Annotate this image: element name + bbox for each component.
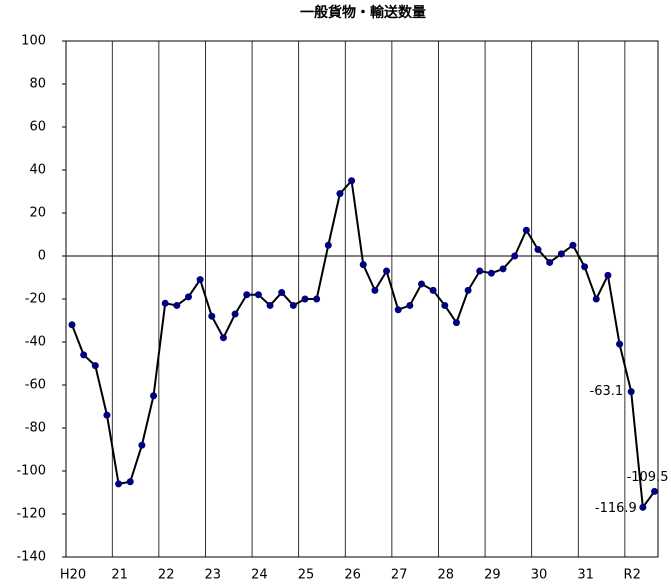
x-tick-label: 21 <box>111 568 128 583</box>
x-tick-label: R2 <box>624 568 641 583</box>
x-tick-label: 24 <box>251 568 268 583</box>
data-point <box>604 271 612 279</box>
data-point <box>476 267 484 275</box>
data-point <box>126 478 134 486</box>
data-point <box>313 295 321 303</box>
data-point <box>359 261 367 269</box>
data-point <box>231 310 239 318</box>
data-point <box>301 295 309 303</box>
x-tick-label: 28 <box>438 568 455 583</box>
data-point <box>639 503 647 511</box>
y-tick-label: -20 <box>25 292 46 307</box>
data-point <box>289 301 297 309</box>
x-tick-label: 22 <box>158 568 175 583</box>
data-point <box>219 334 227 342</box>
data-point <box>161 299 169 307</box>
y-tick-label: 40 <box>29 163 46 178</box>
data-point <box>208 312 216 320</box>
data-point <box>406 301 414 309</box>
chart-title: 一般貨物・輸送数量 <box>300 4 426 21</box>
data-point <box>196 276 204 284</box>
x-tick-label: 31 <box>577 568 594 583</box>
data-point <box>266 301 274 309</box>
data-point <box>150 392 158 400</box>
data-line <box>71 178 656 511</box>
data-point <box>68 321 76 329</box>
data-point <box>278 289 286 297</box>
data-point <box>418 280 425 288</box>
y-tick-label: 0 <box>38 249 46 264</box>
data-point <box>464 286 472 294</box>
data-point <box>138 441 146 449</box>
data-point <box>394 306 402 314</box>
y-tick-label: -80 <box>25 421 46 436</box>
data-point <box>581 263 589 271</box>
data-label: -116.9 <box>595 501 637 516</box>
data-point <box>441 301 449 309</box>
data-point <box>115 480 123 488</box>
data-point <box>546 258 554 266</box>
data-point <box>336 190 344 198</box>
y-tick-label: -120 <box>16 507 46 522</box>
x-tick-label: H20 <box>60 568 86 583</box>
y-tick-label: 80 <box>29 77 46 92</box>
plot-frame <box>65 40 659 558</box>
y-tick-label: 20 <box>29 206 46 221</box>
x-tick-label: 25 <box>298 568 315 583</box>
x-tick-label: 26 <box>344 568 361 583</box>
y-tick-label: 60 <box>29 120 46 135</box>
data-point <box>627 388 635 396</box>
data-point <box>371 286 379 294</box>
data-point <box>324 241 332 249</box>
data-point <box>348 177 356 185</box>
data-point <box>616 340 624 348</box>
x-tick-label: 27 <box>391 568 408 583</box>
y-tick-label: -60 <box>25 378 46 393</box>
data-point <box>511 252 519 260</box>
data-point <box>557 250 565 258</box>
data-point <box>534 246 542 254</box>
data-point <box>592 295 600 303</box>
y-tick-label: 100 <box>21 34 46 49</box>
y-tick-label: -40 <box>25 335 46 350</box>
data-point <box>103 411 111 419</box>
data-label: -109.5 <box>627 470 669 485</box>
data-point <box>243 291 251 299</box>
data-point <box>522 226 530 234</box>
data-label: -63.1 <box>590 384 624 399</box>
data-point <box>173 301 181 309</box>
data-point <box>383 267 391 275</box>
data-point <box>91 362 99 370</box>
x-tick-label: 30 <box>531 568 548 583</box>
y-tick-label: -140 <box>16 550 46 565</box>
y-tick-label: -100 <box>16 464 46 479</box>
data-point <box>452 319 460 327</box>
data-point <box>254 291 262 299</box>
data-point <box>80 351 88 359</box>
x-tick-label: 23 <box>205 568 222 583</box>
data-point <box>651 487 658 495</box>
x-tick-label: 29 <box>484 568 501 583</box>
data-point <box>429 286 437 294</box>
data-point <box>185 293 192 301</box>
data-point <box>499 265 507 273</box>
data-point <box>569 241 577 249</box>
data-point <box>487 269 495 277</box>
